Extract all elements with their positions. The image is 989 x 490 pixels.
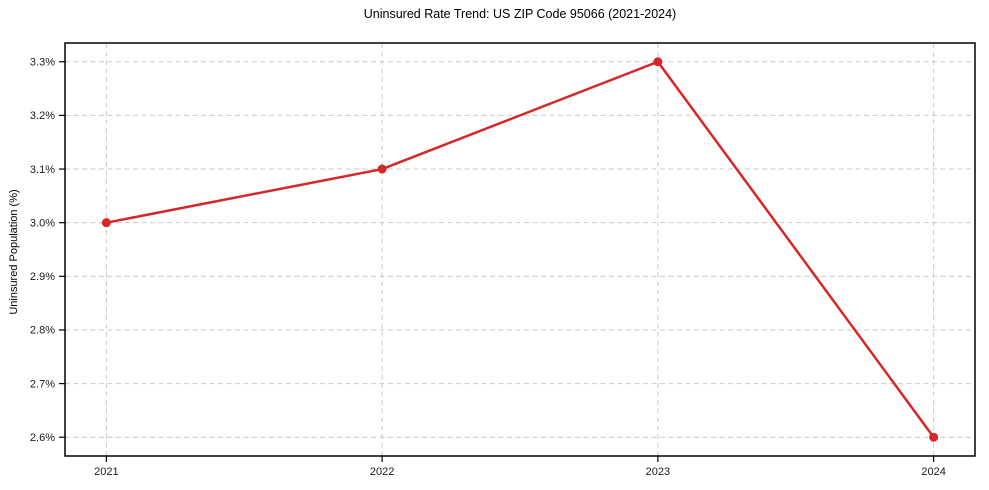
trend-line [105,60,935,439]
data-point-marker [377,164,387,174]
y-tick-label: 3.0% [30,217,55,229]
x-tick-label: 2023 [646,466,670,478]
y-tick-label: 3.3% [30,57,55,69]
data-point-marker [929,432,939,442]
y-tick-label: 2.8% [30,325,55,337]
y-tick-label: 2.6% [30,432,55,444]
x-tick-label: 2024 [921,466,945,478]
data-point-marker [653,57,663,67]
plot-background [65,43,975,456]
y-tick-label: 3.2% [30,110,55,122]
y-tick-label: 3.1% [30,164,55,176]
data-point-marker [101,218,111,228]
x-tick-label: 2021 [94,466,118,478]
chart-title: Uninsured Rate Trend: US ZIP Code 95066 … [363,7,677,21]
x-tick-label: 2022 [370,466,394,478]
y-tick-label: 2.9% [30,271,55,283]
y-tick-label: 2.7% [30,378,55,390]
plot-border [64,42,976,457]
